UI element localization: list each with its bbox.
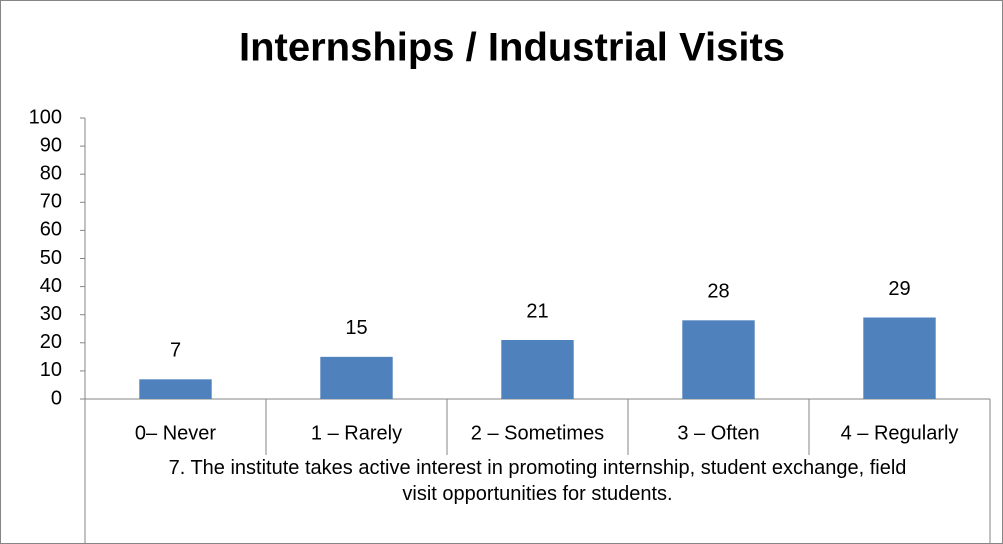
y-tick-label: 0 bbox=[51, 387, 62, 409]
y-tick-label: 100 bbox=[29, 106, 62, 128]
bar bbox=[501, 339, 574, 399]
chart-title: Internships / Industrial Visits bbox=[239, 26, 785, 70]
bar bbox=[863, 317, 936, 399]
data-label: 15 bbox=[345, 317, 367, 339]
x-tick-label: 1 – Rarely bbox=[311, 422, 402, 444]
bar bbox=[320, 356, 393, 399]
data-label: 21 bbox=[526, 300, 548, 322]
y-tick-label: 60 bbox=[40, 219, 62, 241]
x-axis-title: 7. The institute takes active interest i… bbox=[168, 457, 907, 505]
data-label: 7 bbox=[170, 340, 181, 362]
y-tick-label: 30 bbox=[40, 303, 62, 325]
y-tick-label: 10 bbox=[40, 359, 62, 381]
x-tick-label: 4 – Regularly bbox=[841, 422, 959, 444]
data-label: 28 bbox=[707, 281, 729, 303]
y-tick-label: 40 bbox=[40, 275, 62, 297]
x-tick-label: 3 – Often bbox=[677, 422, 759, 444]
y-tick-label: 70 bbox=[40, 191, 62, 213]
axis-title-container: 7. The institute takes active interest i… bbox=[168, 457, 907, 505]
data-label: 29 bbox=[888, 278, 910, 300]
bar bbox=[682, 320, 755, 399]
x-tick-label: 0– Never bbox=[135, 422, 216, 444]
x-tick-label: 2 – Sometimes bbox=[471, 422, 604, 444]
y-tick-label: 80 bbox=[40, 162, 62, 184]
y-tick-label: 90 bbox=[40, 134, 62, 156]
bar bbox=[139, 379, 212, 399]
y-tick-label: 50 bbox=[40, 247, 62, 269]
y-tick-label: 20 bbox=[40, 331, 62, 353]
